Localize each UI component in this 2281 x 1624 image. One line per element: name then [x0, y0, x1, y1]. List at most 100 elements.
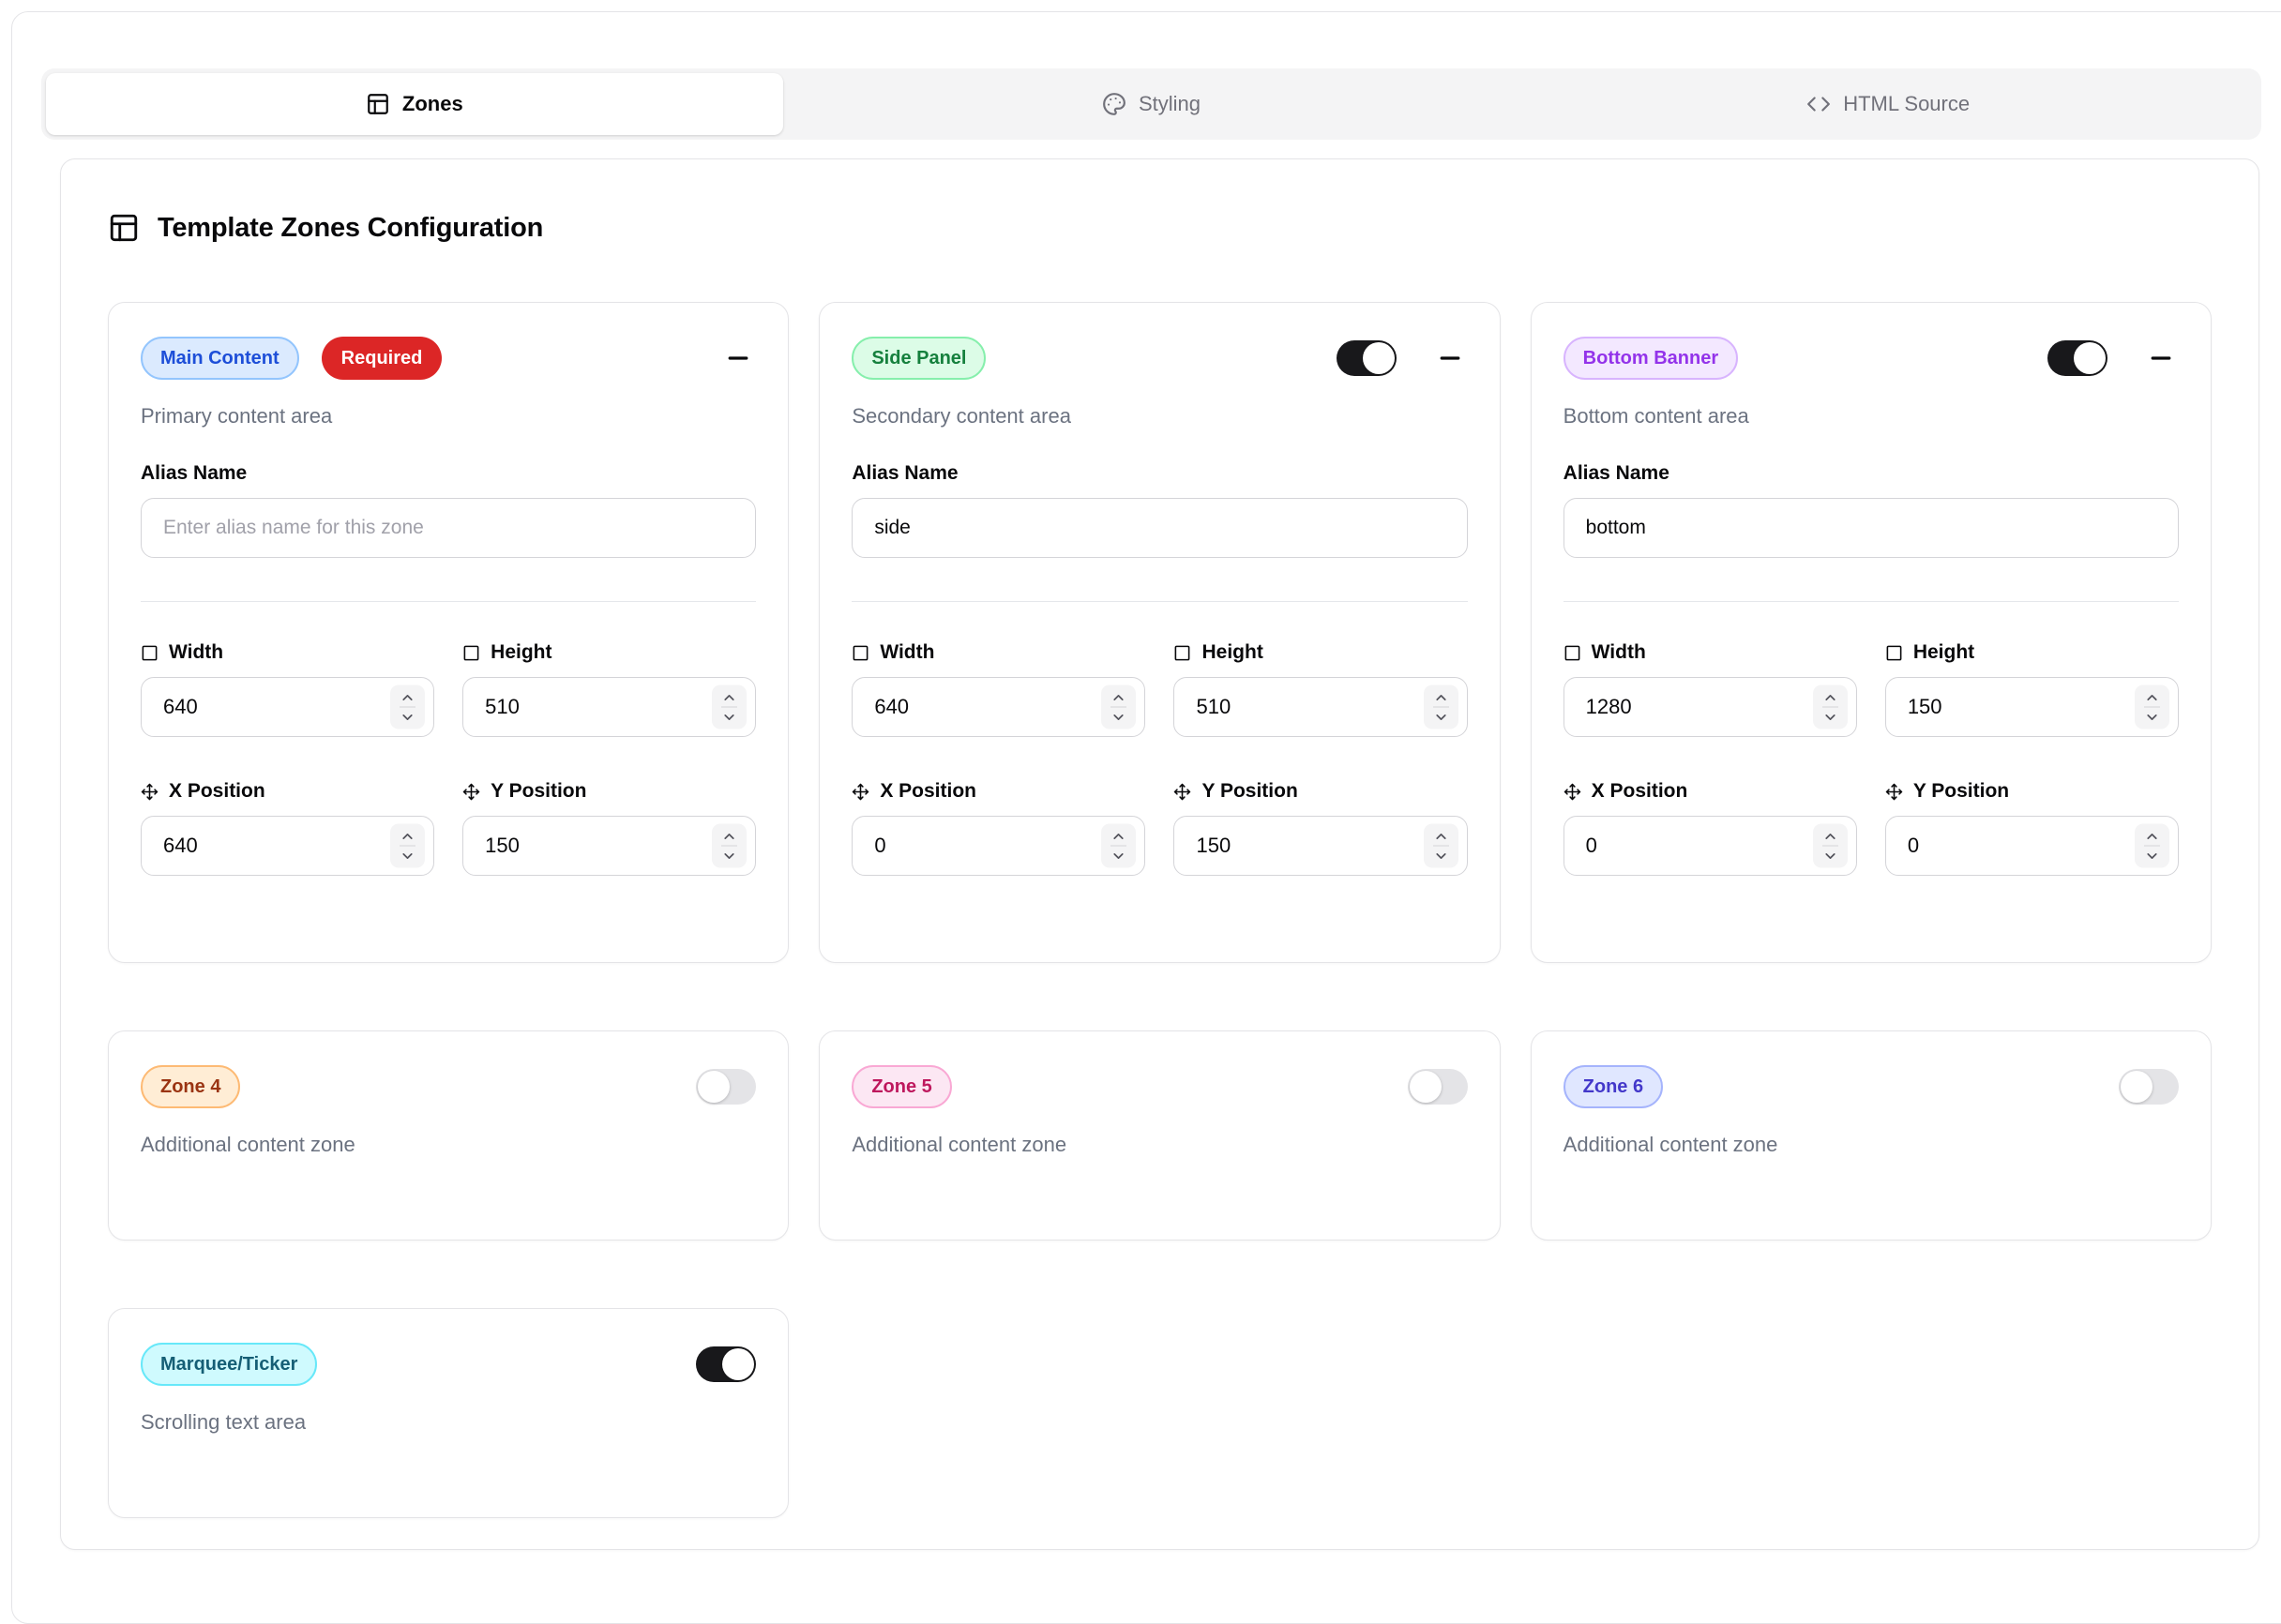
y-position-input-wrap	[462, 816, 757, 876]
collapse-zone-button[interactable]	[720, 340, 756, 376]
card-controls	[2118, 1069, 2179, 1105]
height-input[interactable]	[462, 677, 757, 737]
width-input[interactable]	[852, 677, 1146, 737]
stepper-down-button[interactable]	[1101, 847, 1136, 865]
stepper-up-button[interactable]	[390, 827, 425, 846]
stepper-down-button[interactable]	[390, 847, 425, 865]
move-icon	[462, 783, 480, 800]
stepper-down-button[interactable]	[2135, 847, 2169, 865]
move-icon	[1174, 783, 1191, 800]
x-position-input[interactable]	[141, 816, 435, 876]
chevron-up-icon	[1113, 833, 1125, 839]
collapse-zone-button[interactable]	[1432, 340, 1468, 376]
stepper-up-button[interactable]	[390, 688, 425, 707]
width-input[interactable]	[141, 677, 435, 737]
zone-enabled-toggle[interactable]	[1336, 340, 1397, 376]
alias-name-input[interactable]	[1563, 498, 2179, 558]
stepper-divider	[1432, 845, 1449, 847]
chevron-down-icon	[2147, 852, 2157, 859]
stepper-up-button[interactable]	[1424, 827, 1458, 846]
stepper-down-button[interactable]	[390, 708, 425, 727]
zone-enabled-toggle[interactable]	[696, 1346, 757, 1382]
zone-card-side-panel: Side Panel Secondary content area Alias …	[819, 302, 1501, 963]
zone-description: Secondary content area	[852, 404, 1071, 428]
dimension-fields: Width	[141, 641, 757, 876]
stepper-down-button[interactable]	[1813, 847, 1848, 865]
zone-name-badge: Marquee/Ticker	[141, 1343, 318, 1386]
width-field: Width	[852, 641, 1146, 737]
width-input[interactable]	[1563, 677, 1857, 737]
number-stepper	[390, 684, 426, 729]
x-position-input[interactable]	[1563, 816, 1857, 876]
stepper-down-button[interactable]	[1101, 708, 1136, 727]
alias-name-label: Alias Name	[1563, 462, 1669, 484]
stepper-up-button[interactable]	[2135, 688, 2169, 707]
tab-bar: Zones Styling HTML Source	[41, 68, 2261, 140]
stepper-up-button[interactable]	[712, 827, 747, 846]
tab-styling[interactable]: Styling	[783, 73, 1520, 135]
stepper-down-button[interactable]	[2135, 708, 2169, 727]
toggle-knob	[2120, 1071, 2153, 1103]
zone-enabled-toggle[interactable]	[2047, 340, 2107, 376]
stepper-down-button[interactable]	[1424, 847, 1458, 865]
y-position-input[interactable]	[1884, 816, 2179, 876]
zone-enabled-toggle[interactable]	[2118, 1069, 2179, 1105]
x-position-label: X Position	[169, 780, 265, 802]
tab-zones[interactable]: Zones	[46, 73, 783, 135]
tab-html-source[interactable]: HTML Source	[1519, 73, 2257, 135]
height-field: Height	[1884, 641, 2179, 737]
chevron-up-icon	[1436, 833, 1446, 839]
panels-layout-icon	[368, 94, 388, 114]
minus-icon	[2151, 356, 2171, 360]
stepper-up-button[interactable]	[1813, 688, 1848, 707]
collapse-zone-button[interactable]	[2143, 340, 2179, 376]
zone-card-zone-4: Zone 4 Additional content zone	[108, 1030, 790, 1241]
height-field: Height	[462, 641, 757, 737]
stepper-up-button[interactable]	[2135, 827, 2169, 846]
stepper-divider	[400, 706, 416, 708]
stepper-divider	[2143, 706, 2160, 708]
stepper-down-button[interactable]	[712, 708, 747, 727]
card-controls	[1407, 1069, 1468, 1105]
zone-description: Additional content zone	[852, 1133, 1067, 1156]
stepper-divider	[1110, 706, 1127, 708]
zone-enabled-toggle[interactable]	[1407, 1069, 1468, 1105]
x-position-label-row: X Position	[852, 780, 1145, 803]
stepper-down-button[interactable]	[1813, 708, 1848, 727]
x-position-label: X Position	[880, 780, 977, 802]
card-header: Zone 4	[141, 1065, 757, 1108]
tab-html-source-label: HTML Source	[1843, 92, 1971, 115]
height-input[interactable]	[1173, 677, 1468, 737]
dimension-fields: Width	[852, 641, 1468, 876]
move-icon	[1563, 783, 1580, 800]
x-position-input[interactable]	[852, 816, 1146, 876]
zone-name-badge: Zone 4	[141, 1065, 241, 1108]
width-label-row: Width	[1563, 641, 1857, 664]
page-title: Template Zones Configuration	[158, 212, 544, 243]
width-label: Width	[880, 641, 935, 663]
zone-name-badge: Zone 6	[1563, 1065, 1664, 1108]
required-badge: Required	[321, 337, 443, 380]
stepper-up-button[interactable]	[1101, 688, 1136, 707]
stepper-up-button[interactable]	[1101, 827, 1136, 846]
height-field: Height	[1173, 641, 1468, 737]
tab-zones-label: Zones	[401, 92, 463, 115]
zone-enabled-toggle[interactable]	[696, 1069, 757, 1105]
x-position-input-wrap	[141, 816, 435, 876]
alias-name-input[interactable]	[141, 498, 757, 558]
alias-name-input[interactable]	[852, 498, 1468, 558]
stepper-divider	[721, 706, 738, 708]
y-position-input[interactable]	[1173, 816, 1468, 876]
stepper-up-button[interactable]	[1813, 827, 1848, 846]
chevron-up-icon	[402, 833, 413, 839]
y-position-input[interactable]	[462, 816, 757, 876]
stepper-down-button[interactable]	[1424, 708, 1458, 727]
height-input[interactable]	[1884, 677, 2179, 737]
stepper-up-button[interactable]	[1424, 688, 1458, 707]
number-stepper	[390, 823, 426, 868]
stepper-up-button[interactable]	[712, 688, 747, 707]
chevron-down-icon	[402, 714, 413, 720]
y-position-label: Y Position	[491, 780, 587, 802]
x-position-field: X Position	[1563, 780, 1857, 876]
stepper-down-button[interactable]	[712, 847, 747, 865]
